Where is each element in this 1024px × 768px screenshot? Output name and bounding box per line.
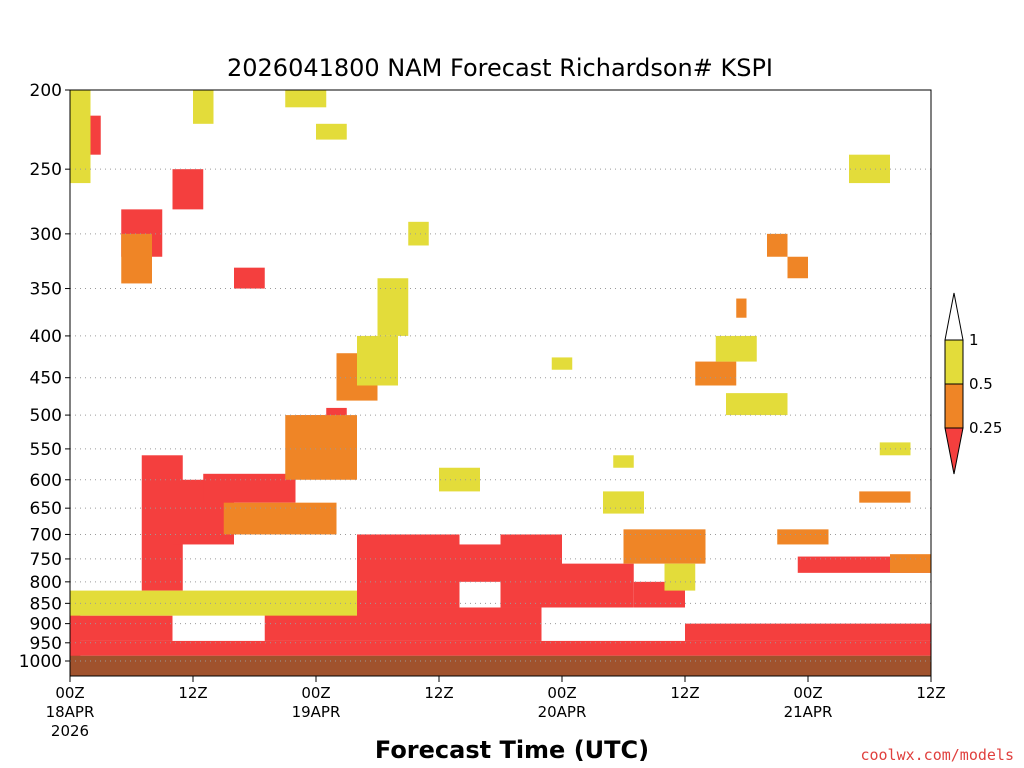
x-tick-label: 00Z <box>547 684 576 702</box>
data-cell <box>316 123 347 140</box>
data-cell <box>70 640 931 656</box>
data-cell <box>500 534 562 608</box>
data-cell <box>715 335 757 362</box>
data-cell <box>787 256 808 279</box>
y-tick-label: 200 <box>30 81 62 101</box>
y-tick-label: 900 <box>30 615 62 635</box>
legend-swatch-orange <box>944 383 964 429</box>
data-cell <box>603 491 644 514</box>
data-cell <box>726 393 788 416</box>
y-tick-label: 600 <box>30 471 62 491</box>
x-tick-label: 12Z <box>424 684 453 702</box>
data-cell <box>285 90 327 108</box>
y-tick-label: 850 <box>30 594 62 614</box>
data-cell <box>562 563 634 608</box>
y-tick-label: 500 <box>30 406 62 426</box>
y-tick-label: 800 <box>30 573 62 593</box>
x-tick-label: 12Z <box>670 684 699 702</box>
chart-title: 2026041800 NAM Forecast Richardson# KSPI <box>227 54 773 82</box>
data-cell <box>859 491 911 503</box>
y-tick-label: 400 <box>30 327 62 347</box>
legend-label: 0.5 <box>969 375 993 393</box>
y-tick-label: 450 <box>30 369 62 389</box>
data-cell <box>736 298 747 318</box>
y-tick-label: 700 <box>30 525 62 545</box>
data-cell <box>285 415 357 480</box>
y-axis: 200 250 300 350 400 450 500 550 600 650 700 750 8008… <box>19 81 70 672</box>
x-tick-label: 20APR <box>538 703 587 721</box>
data-cell <box>767 233 788 257</box>
grid-lines <box>70 168 931 662</box>
y-tick-label: 950 <box>30 634 62 654</box>
y-tick-label: 250 <box>30 160 62 180</box>
data-cell <box>70 615 173 641</box>
data-cell <box>234 267 265 289</box>
data-cell <box>777 529 829 545</box>
data-cell <box>551 357 573 370</box>
x-tick-label: 18APR <box>46 703 95 721</box>
y-tick-label: 350 <box>30 280 62 300</box>
data-cell <box>377 278 409 336</box>
y-tick-label: 300 <box>30 225 62 245</box>
legend-swatch-yellow <box>944 339 964 385</box>
legend-label: 1 <box>969 331 979 349</box>
data-cell <box>203 473 296 503</box>
x-tick-label: 00Z <box>793 684 822 702</box>
x-tick-label: 2026 <box>51 722 89 740</box>
x-tick-label: 12Z <box>916 684 945 702</box>
data-cell <box>223 502 337 535</box>
x-tick-label: 00Z <box>301 684 330 702</box>
data-cell <box>890 554 931 573</box>
x-tick-label: 21APR <box>784 703 833 721</box>
legend-label: 0.25 <box>969 419 1002 437</box>
data-cell <box>70 655 931 676</box>
y-tick-label: 1000 <box>19 652 62 672</box>
credit-text: coolwx.com/models <box>860 746 1014 764</box>
legend-swatch-below <box>944 427 964 475</box>
y-tick-label: 550 <box>30 440 62 460</box>
data-cell <box>70 590 357 616</box>
data-cell <box>193 90 214 124</box>
data-cell <box>121 233 152 284</box>
legend-swatch-above <box>944 292 964 341</box>
x-axis-label: Forecast Time (UTC) <box>375 736 649 764</box>
x-tick-label: 19APR <box>292 703 341 721</box>
data-cell <box>408 221 429 246</box>
data-cell <box>459 544 501 582</box>
data-cell <box>70 90 91 184</box>
data-cell <box>357 534 460 608</box>
y-tick-label: 750 <box>30 550 62 570</box>
data-cell <box>685 623 931 641</box>
x-tick-label: 00Z <box>55 684 84 702</box>
data-cell <box>613 455 634 468</box>
y-tick-label: 650 <box>30 499 62 519</box>
legend: 1 0.5 0.25 <box>944 292 1002 475</box>
data-cell <box>695 361 737 386</box>
data-cell <box>172 169 204 210</box>
plot-frame <box>69 89 932 677</box>
x-tick-label: 12Z <box>178 684 207 702</box>
data-cell <box>439 467 480 492</box>
data-cell <box>357 335 398 386</box>
data-cells <box>70 90 931 676</box>
data-cell <box>664 563 696 591</box>
data-cell <box>623 529 706 564</box>
